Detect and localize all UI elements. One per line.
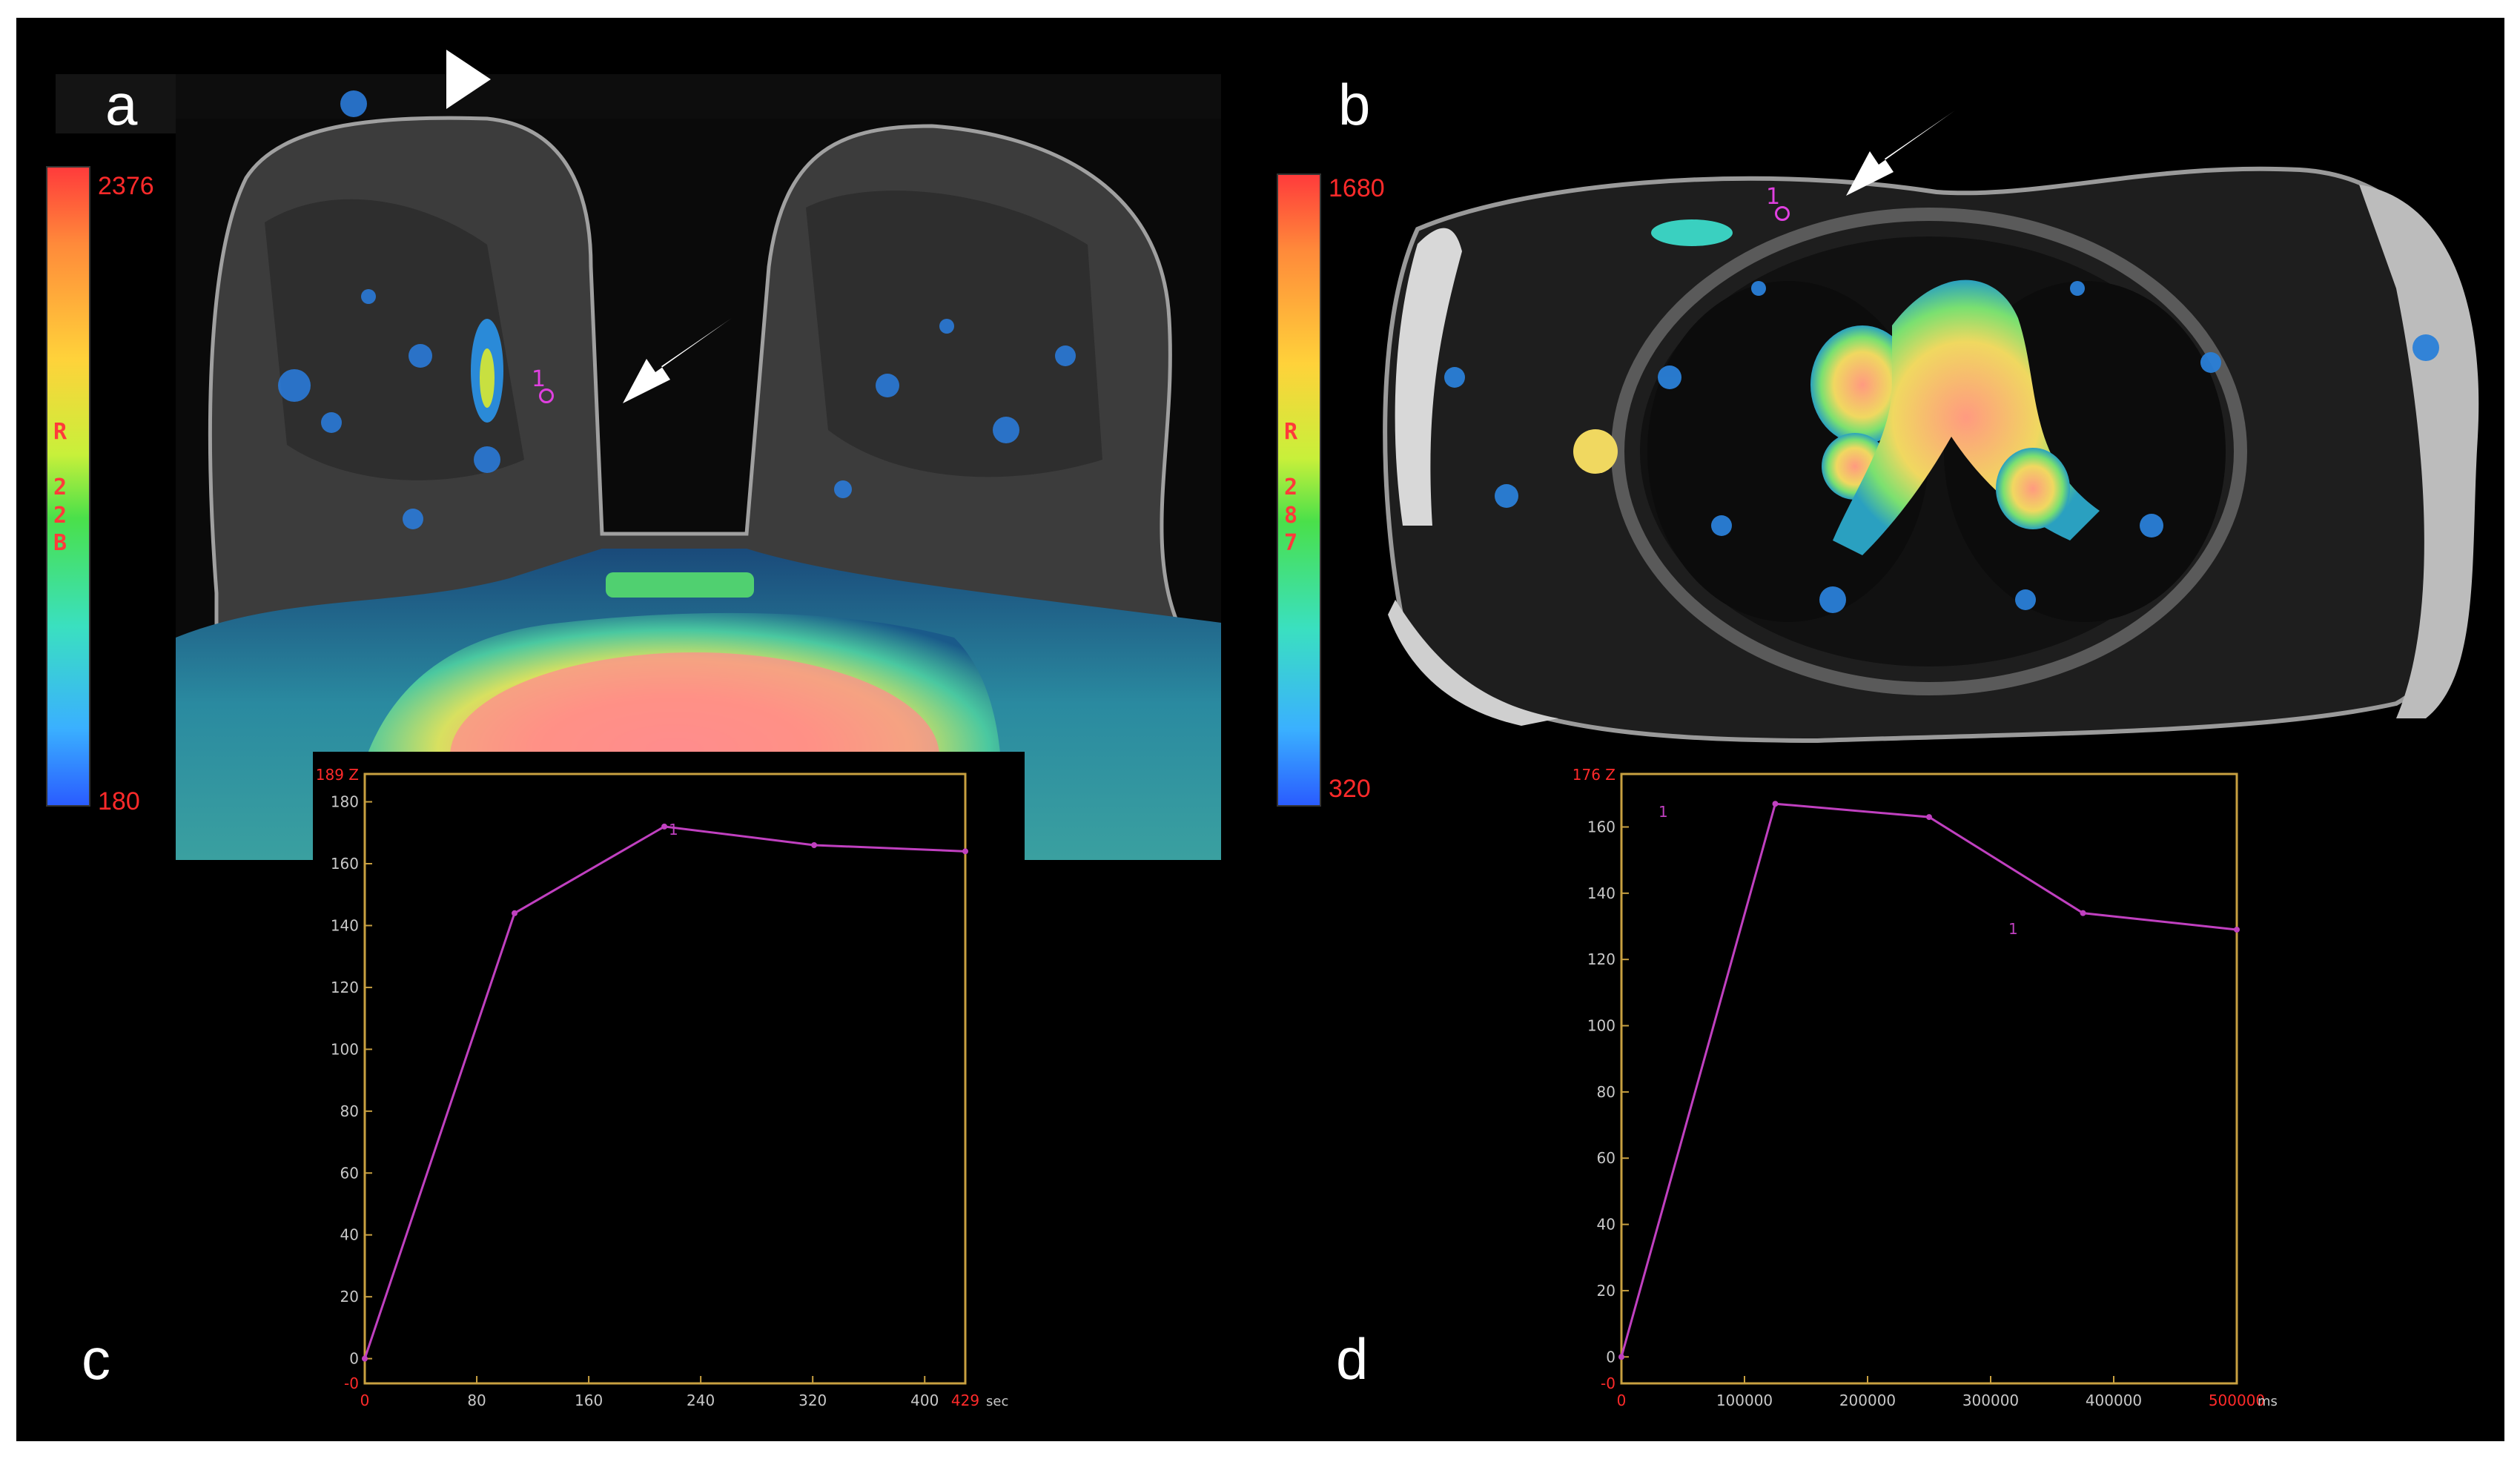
data-point <box>1772 801 1779 807</box>
y-top-label: 189 Z <box>316 766 359 784</box>
y-tick-label: 80 <box>1597 1083 1615 1101</box>
panel-b-colorbar-max: 1680 <box>1329 174 1385 202</box>
panel-b-colorbar-code: R 2 8 7 <box>1284 419 1298 556</box>
x-tick-label: 200000 <box>1839 1392 1896 1409</box>
panel-a-colorbar <box>46 166 90 807</box>
series-line <box>1620 802 2238 1357</box>
data-point <box>962 848 968 855</box>
x-tick-label: 320 <box>798 1392 827 1409</box>
panel-b-arrow <box>1846 110 1955 196</box>
y-tick-label: 160 <box>331 855 359 873</box>
panel-a-arrow <box>623 318 732 403</box>
y-tick-label: 40 <box>1597 1216 1615 1234</box>
panel-b-roi-circle <box>1775 206 1790 221</box>
x-tick-label: 240 <box>687 1392 715 1409</box>
data-point <box>811 841 818 848</box>
panel-a-colorbar-min: 180 <box>98 787 140 815</box>
panel-b-mri-image <box>1373 140 2485 763</box>
y-tick-label: 60 <box>1597 1149 1615 1167</box>
series-point-label: 1 <box>2008 920 2018 938</box>
y-top-label: 176 Z <box>1572 766 1615 784</box>
y-tick-label: 100 <box>331 1040 359 1058</box>
y-tick-label: 120 <box>1587 950 1615 968</box>
panel-a-roi-label: 1 <box>532 366 546 392</box>
y-tick-label: 40 <box>340 1226 359 1244</box>
panel-a-colorbar-max: 2376 <box>98 172 154 200</box>
series-point-label: 1 <box>1658 803 1668 821</box>
x-end-label: 429 <box>951 1392 979 1409</box>
figure-canvas: 2376 180 R 2 2 B 1680 320 R 2 8 7 1 1 a … <box>16 18 2504 1441</box>
y-tick-label: 160 <box>1587 818 1615 836</box>
panel-a-colorbar-code: R 2 2 B <box>53 419 67 556</box>
series-line <box>363 825 966 1360</box>
panel-d-letter: d <box>1336 1326 1369 1392</box>
panel-a-letter: a <box>105 72 138 137</box>
panel-b-colorbar-min: 320 <box>1329 775 1371 803</box>
chart-c-frame <box>363 772 967 1385</box>
y-tick-label: -0 <box>1601 1374 1615 1392</box>
series-point-label: 1 <box>669 821 678 838</box>
y-tick-label: 80 <box>340 1102 359 1120</box>
y-tick-label: 20 <box>340 1288 359 1306</box>
y-tick-label: 180 <box>331 793 359 811</box>
y-tick-label: 0 <box>1606 1348 1615 1366</box>
x-unit-label: ms <box>2258 1394 2278 1409</box>
y-tick-label: 60 <box>340 1164 359 1182</box>
y-tick-label: -0 <box>344 1374 359 1392</box>
panel-b-colorbar <box>1277 173 1321 807</box>
y-tick-label: 120 <box>331 979 359 996</box>
x-tick-label: 0 <box>360 1392 370 1409</box>
y-tick-label: 140 <box>331 916 359 934</box>
x-tick-label: 100000 <box>1716 1392 1773 1409</box>
x-tick-label: 400 <box>910 1392 939 1409</box>
chart-d-frame <box>1620 772 2238 1385</box>
y-tick-label: 0 <box>349 1350 359 1368</box>
x-tick-label: 160 <box>575 1392 603 1409</box>
x-tick-label: 400000 <box>2086 1392 2142 1409</box>
panel-a-strip <box>56 74 196 133</box>
panel-b-roi-label: 1 <box>1766 184 1781 210</box>
panel-a-arrowhead-marker <box>446 50 491 109</box>
panel-c-letter: c <box>82 1326 110 1392</box>
panel-a-roi-circle <box>539 388 554 403</box>
panel-a-mri-image <box>176 74 1223 862</box>
data-point <box>2080 910 2086 916</box>
data-point <box>1926 814 1932 821</box>
y-tick-label: 100 <box>1587 1017 1615 1035</box>
data-point <box>1618 1354 1624 1360</box>
x-tick-label: 0 <box>1617 1392 1627 1409</box>
chart-d-box <box>1570 752 2304 1419</box>
x-tick-label: 300000 <box>1962 1392 2019 1409</box>
y-tick-label: 20 <box>1597 1282 1615 1300</box>
x-end-label: 500000 <box>2209 1392 2265 1409</box>
data-point <box>661 823 668 830</box>
x-unit-label: sec <box>986 1394 1008 1409</box>
chart-c-box <box>313 752 1025 1419</box>
y-tick-label: 140 <box>1587 884 1615 902</box>
x-tick-label: 80 <box>467 1392 486 1409</box>
data-point <box>2234 926 2240 933</box>
panel-b-letter: b <box>1338 72 1371 137</box>
data-point <box>512 910 518 916</box>
data-point <box>362 1355 368 1362</box>
